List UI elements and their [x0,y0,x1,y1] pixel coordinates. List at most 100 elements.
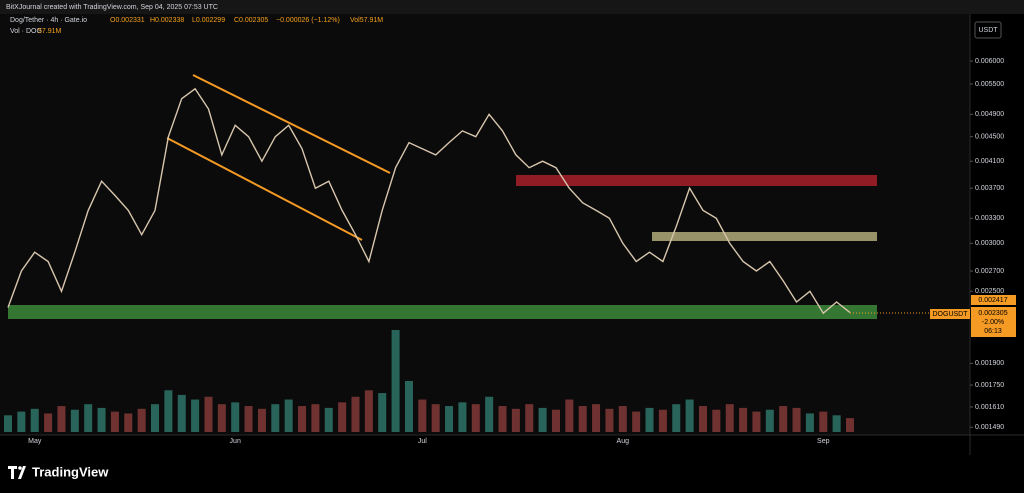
logo-dot [18,466,22,470]
y-tick-label: 0.002700 [975,268,1004,275]
volume-bar [431,404,440,432]
last-price: 0.002305 [978,310,1007,317]
volume-bar [284,399,293,432]
open: O0.002331 [110,17,145,24]
volume-bar [632,411,641,432]
volume-bar [137,408,146,432]
volume-bar [257,408,266,432]
volume-value: 57.91M [38,28,62,35]
mid-zone [652,232,877,241]
volume: Vol57.91M [350,17,383,24]
y-tick-label: 0.002500 [975,288,1004,295]
y-tick-label: 0.003300 [975,215,1004,222]
currency-button[interactable] [974,21,1002,39]
volume-bar [538,407,547,432]
high-tag [971,295,1016,305]
volume-bar [698,406,707,432]
price-line [7,87,851,315]
high: H0.002338 [150,17,184,24]
volume-bar [271,404,280,432]
plot-area [0,14,970,435]
volume-bar [30,408,39,432]
volume-bar [404,381,413,432]
last-change: -2.00% [982,319,1004,326]
y-tick-label: 0.005500 [975,81,1004,88]
volume-bar [498,406,507,432]
y-tick-label: 0.003000 [975,240,1004,247]
volume-bar [110,411,119,432]
low: L0.002299 [192,17,225,24]
zones [8,74,877,319]
x-tick-label: Sep [817,438,830,445]
volume-bar [578,406,587,432]
volume-bar [378,393,387,432]
volume-bar [471,404,480,432]
resistance-zone [516,175,877,186]
volume-bar [217,404,226,432]
logo-icon [8,466,26,479]
high-tag-label: 0.002417 [978,297,1007,304]
volume-bar [525,404,534,432]
last-tag [971,307,1016,337]
volume-bar [458,402,467,432]
close: C0.002305 [234,17,268,24]
y-tick-label: 0.001900 [975,360,1004,367]
y-tick-label: 0.006000 [975,58,1004,65]
channel-upper [192,74,391,174]
support-zone [8,305,877,319]
symbol: Dog/Tether · 4h · Gate.io [10,17,87,24]
volume-bar [311,404,320,432]
y-tick-label: 0.004100 [975,158,1004,165]
volume-bar [338,402,347,432]
y-tick-label: 0.004900 [975,111,1004,118]
volume-bar [418,399,427,432]
volume-bar [445,406,454,432]
y-tick-label: 0.001490 [975,424,1004,431]
y-tick-label: 0.004500 [975,134,1004,141]
volume-bar [324,407,333,432]
volume-bar [17,411,26,432]
x-tick-label: Jul [418,438,427,445]
volume-bar [819,411,828,432]
volume-bar [792,407,801,432]
channel-lower [166,137,363,241]
volume-bar [70,409,79,432]
volume-bar [191,399,200,432]
volume-bar [44,413,53,432]
volume-bar [177,394,186,432]
volume-bar [779,406,788,432]
volume-bar [618,406,627,432]
volume-bar [124,413,133,432]
x-tick-label: Aug [617,438,630,445]
volume-bar [351,396,360,432]
volume-bar [845,418,855,432]
y-tick-label: 0.001750 [975,382,1004,389]
volume-bar [244,406,253,432]
volume-bar [3,415,13,432]
x-tick-label: May [28,438,42,445]
volume-bar [551,409,560,432]
symbol-tag-label: DOGUSDT [933,311,969,318]
change: −0.000026 (−1.12%) [276,17,340,24]
volume-bar [485,396,494,432]
currency[interactable]: USDT [978,27,998,34]
volume-bar [364,390,373,432]
volume-bar [712,409,721,432]
volume-bar [57,406,66,432]
top-bar [0,0,1024,14]
volume-bar [151,404,160,432]
volume-bar [592,404,601,432]
y-tick-label: 0.003700 [975,185,1004,192]
logo-text: TradingView [32,464,109,479]
volume-bar [605,408,614,432]
volume-bar [805,413,814,432]
volume-bar [752,411,761,432]
volume-bar [204,396,213,432]
volume-bar [97,407,106,432]
x-tick-label: Jun [230,438,241,445]
volume-bar [511,408,520,432]
volume-bar [739,407,748,432]
volume-bar [658,409,667,432]
volume-bar [725,404,734,432]
